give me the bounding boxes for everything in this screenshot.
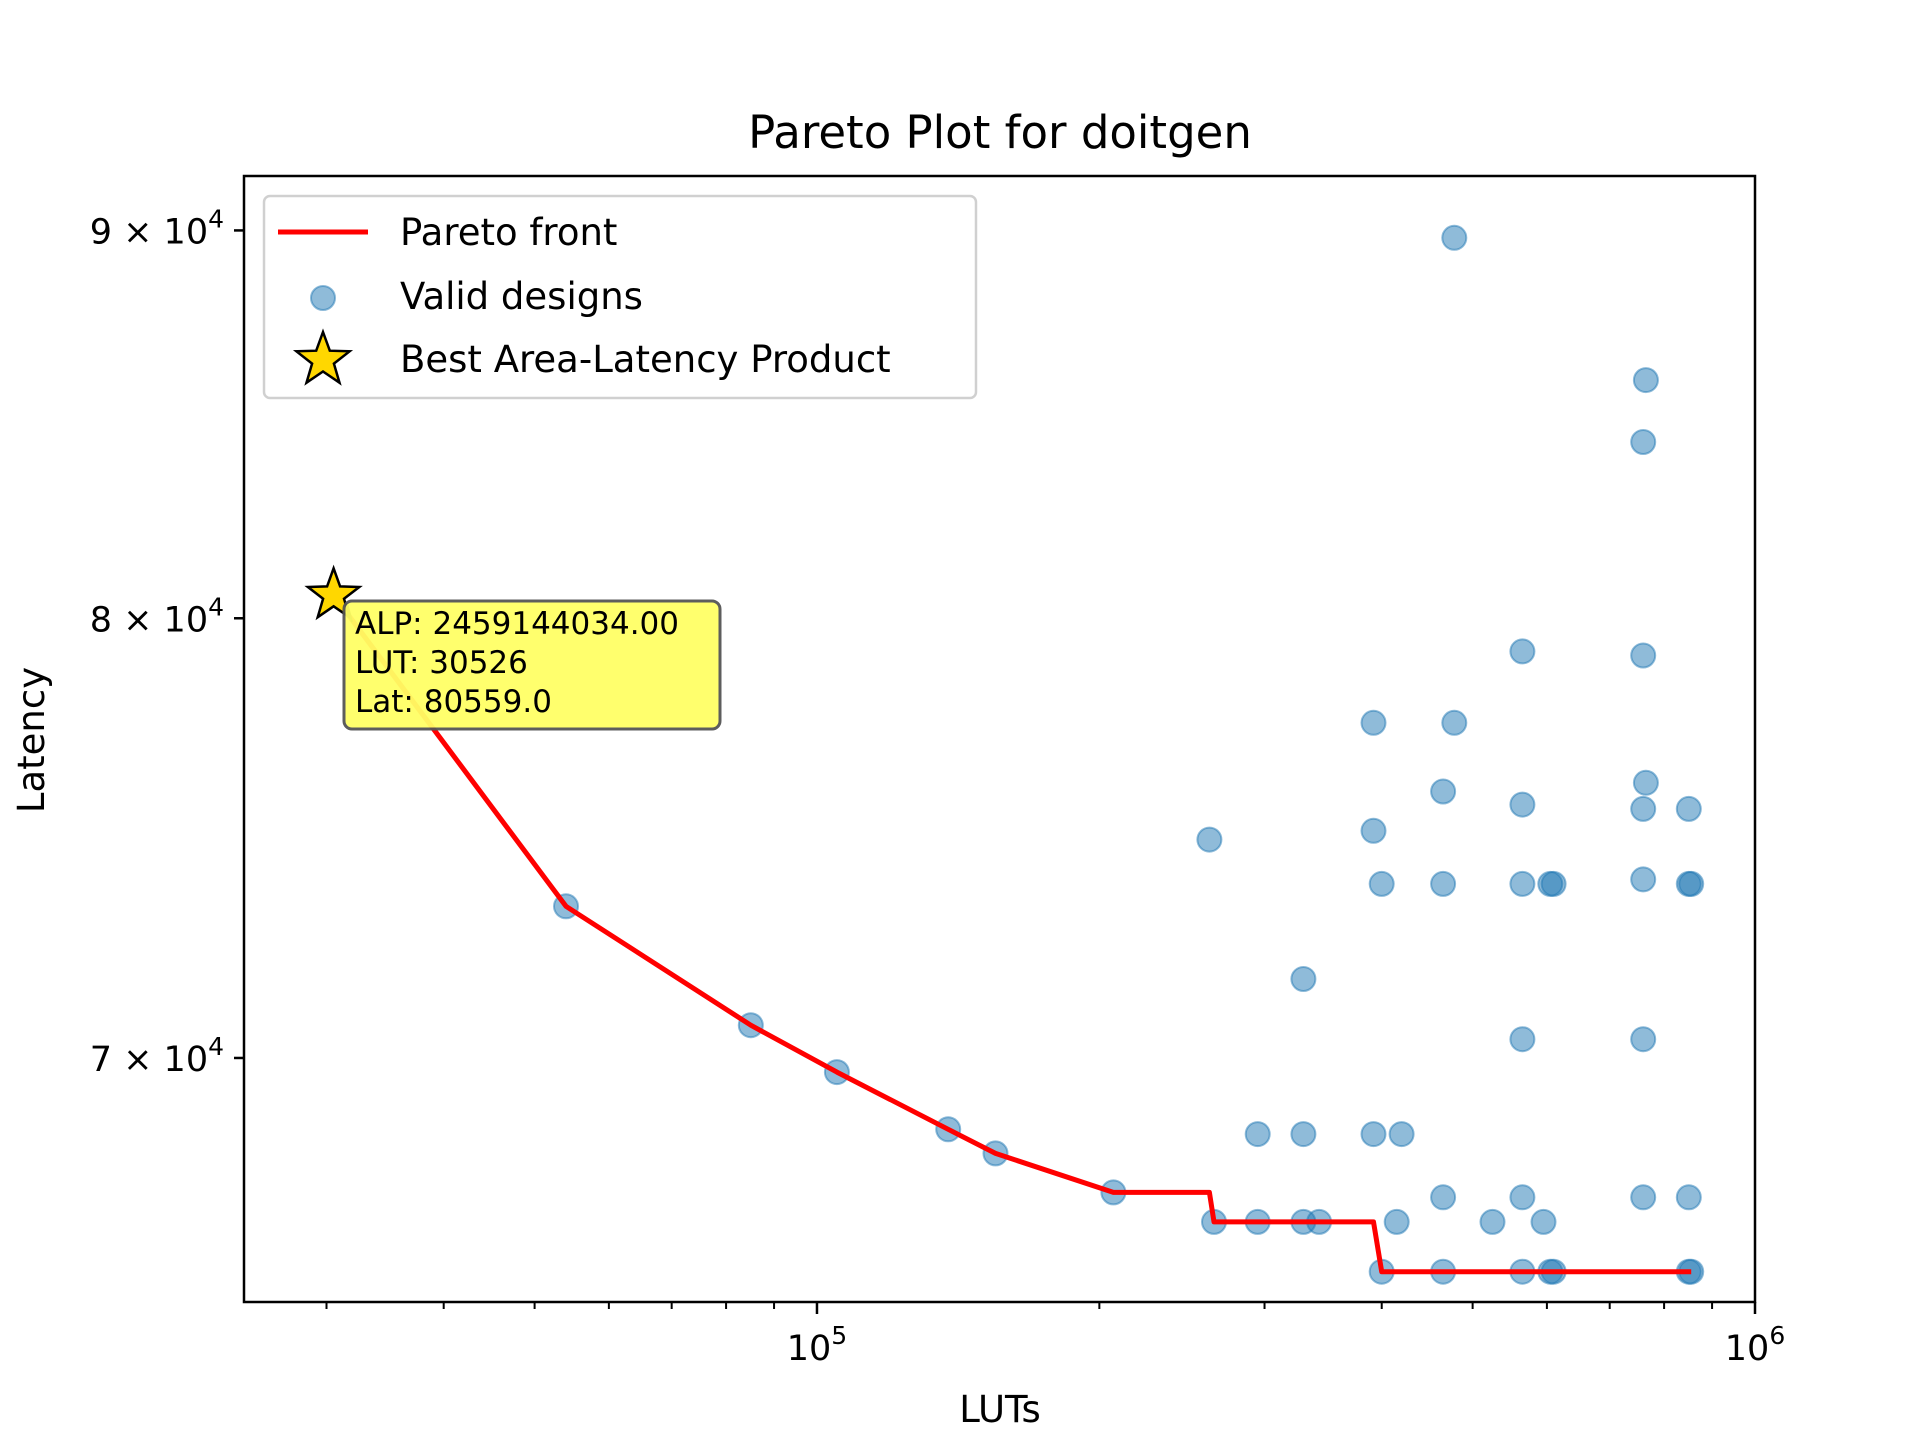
- valid-design-point: [1675, 795, 1702, 822]
- valid-design-point: [1441, 224, 1468, 251]
- valid-design-point: [1509, 870, 1536, 897]
- valid-design-point: [1630, 795, 1657, 822]
- valid-design-point: [1632, 769, 1659, 796]
- legend-pareto-label: Pareto front: [400, 211, 617, 254]
- axis-ticks: 105 106 7 × 104 8 × 104 9 × 104: [90, 204, 1786, 1369]
- valid-design-point: [1630, 1026, 1657, 1053]
- valid-design-point: [1441, 709, 1468, 736]
- valid-design-point: [1509, 791, 1536, 818]
- pareto-front-line: [331, 593, 1692, 1275]
- valid-design-point: [1678, 870, 1705, 897]
- valid-design-point: [1430, 778, 1457, 805]
- legend-best-label: Best Area-Latency Product: [400, 338, 891, 381]
- best-point-star: [304, 564, 363, 621]
- valid-design-point: [1509, 1184, 1536, 1211]
- valid-design-point: [1630, 429, 1657, 455]
- legend-star-swatch: [292, 328, 354, 386]
- legend-valid-swatch: [310, 285, 336, 311]
- valid-design-point: [1675, 1184, 1702, 1211]
- valid-design-point: [1244, 1121, 1271, 1148]
- x-tick-label: 106: [1725, 1321, 1785, 1369]
- x-tick-label: 105: [787, 1321, 847, 1369]
- valid-design-point: [1430, 1184, 1457, 1211]
- valid-design-point: [1430, 870, 1457, 897]
- valid-design-point: [1479, 1208, 1506, 1235]
- valid-design-point: [1630, 642, 1657, 669]
- legend-box: [262, 194, 978, 400]
- annotation-alp: ALP: 2459144034.00: [355, 606, 679, 642]
- valid-design-point: [1290, 1121, 1317, 1148]
- valid-design-point: [1530, 1208, 1557, 1235]
- valid-design-point: [1360, 817, 1387, 844]
- valid-design-point: [1630, 866, 1657, 893]
- valid-design-point: [1632, 367, 1659, 394]
- y-tick-label: 9 × 104: [90, 204, 224, 252]
- annotation-box: [342, 599, 722, 731]
- valid-design-point: [1509, 638, 1536, 665]
- annotation-lat: Lat: 80559.0: [355, 684, 552, 720]
- y-axis-label: Latency: [10, 667, 53, 813]
- y-tick-label: 8 × 104: [90, 592, 224, 640]
- annotation-lut: LUT: 30526: [355, 645, 528, 681]
- best-point-layer: [304, 564, 363, 621]
- valid-design-point: [1383, 1208, 1410, 1235]
- legend-valid-label: Valid designs: [400, 275, 643, 318]
- valid-design-point: [1196, 826, 1223, 853]
- valid-designs-layer: [553, 224, 1705, 1285]
- valid-design-point: [1360, 1121, 1387, 1148]
- y-tick-label: 7 × 104: [90, 1032, 224, 1080]
- valid-design-point: [1360, 709, 1387, 736]
- best-point-annotation: ALP: 2459144034.00 LUT: 30526 Lat: 80559…: [342, 599, 722, 731]
- valid-design-point: [1388, 1121, 1415, 1148]
- plot-frame: [242, 174, 1757, 1304]
- legend: Pareto front Valid designs Best Area-Lat…: [262, 194, 978, 400]
- chart-title: Pareto Plot for doitgen: [748, 106, 1252, 159]
- valid-design-point: [1368, 870, 1395, 897]
- valid-design-point: [1540, 870, 1567, 897]
- x-axis-label: LUTs: [959, 1388, 1041, 1431]
- valid-design-point: [1630, 1184, 1657, 1211]
- valid-design-point: [1290, 966, 1317, 992]
- valid-design-point: [1509, 1026, 1536, 1053]
